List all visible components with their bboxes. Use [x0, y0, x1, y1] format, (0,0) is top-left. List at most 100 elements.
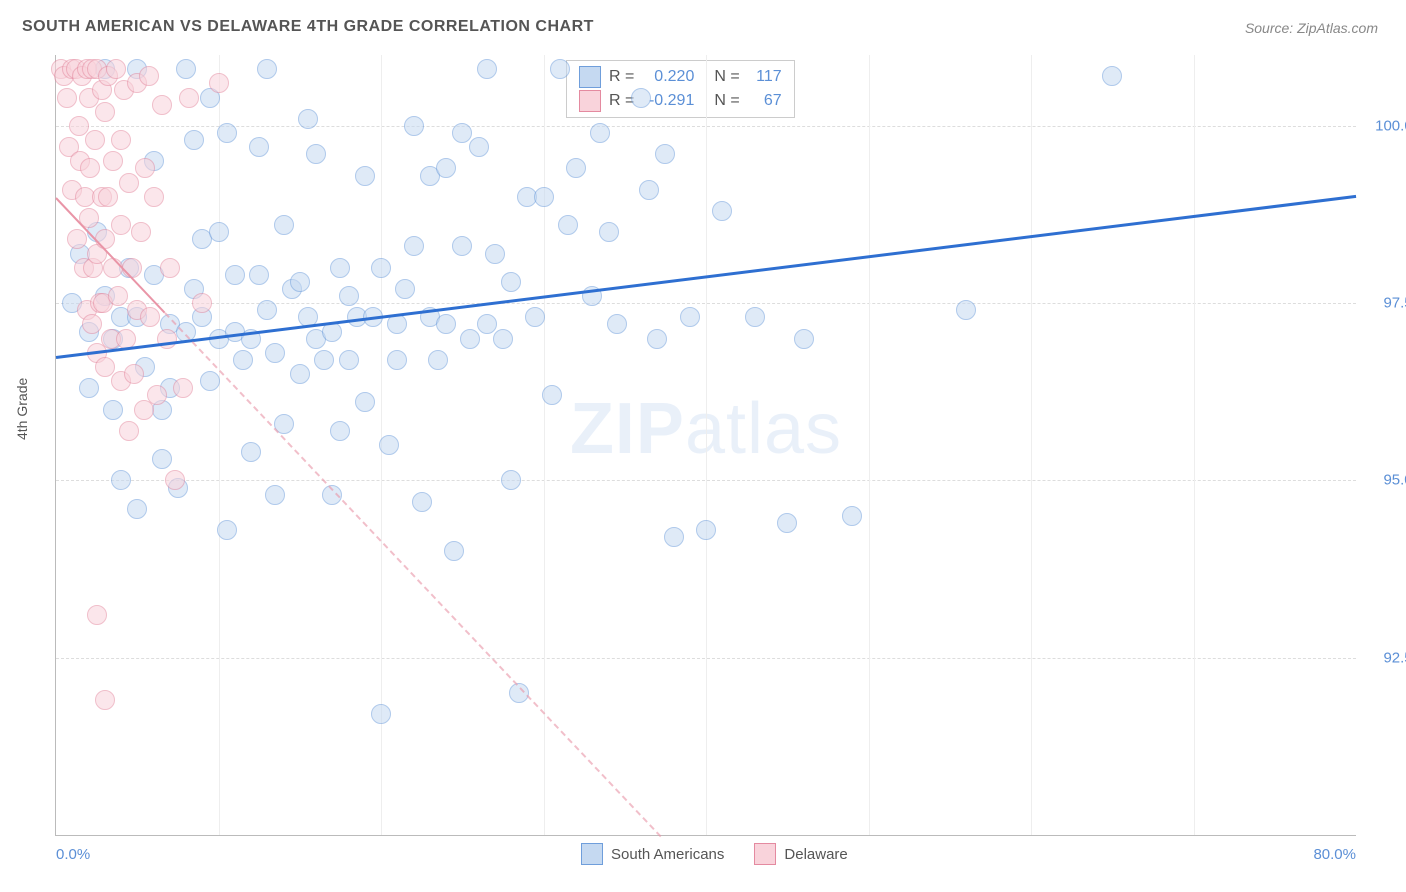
- gridline-vertical: [1194, 55, 1195, 835]
- y-tick-label: 97.5%: [1366, 295, 1406, 312]
- data-point: [95, 229, 115, 249]
- data-point: [79, 378, 99, 398]
- data-point: [436, 158, 456, 178]
- data-point: [542, 385, 562, 405]
- data-point: [525, 307, 545, 327]
- data-point: [200, 371, 220, 391]
- data-point: [477, 59, 497, 79]
- legend-item: Delaware: [754, 843, 847, 865]
- legend-swatch: [579, 90, 601, 112]
- data-point: [452, 123, 472, 143]
- data-point: [217, 520, 237, 540]
- data-point: [395, 279, 415, 299]
- data-point: [339, 286, 359, 306]
- data-point: [339, 350, 359, 370]
- data-point: [1102, 66, 1122, 86]
- data-point: [550, 59, 570, 79]
- data-point: [501, 272, 521, 292]
- data-point: [135, 158, 155, 178]
- legend-row: R =-0.291N =67: [579, 89, 782, 113]
- data-point: [165, 470, 185, 490]
- data-point: [631, 88, 651, 108]
- legend-label: South Americans: [611, 846, 724, 863]
- data-point: [111, 215, 131, 235]
- data-point: [404, 236, 424, 256]
- data-point: [67, 229, 87, 249]
- data-point: [249, 137, 269, 157]
- data-point: [257, 300, 277, 320]
- x-tick-label: 80.0%: [1313, 846, 1356, 863]
- data-point: [534, 187, 554, 207]
- legend-item: South Americans: [581, 843, 724, 865]
- data-point: [140, 307, 160, 327]
- data-point: [184, 130, 204, 150]
- data-point: [69, 116, 89, 136]
- source-attribution: Source: ZipAtlas.com: [1245, 20, 1378, 36]
- series-legend: South Americans Delaware: [581, 843, 848, 865]
- legend-swatch: [579, 66, 601, 88]
- data-point: [139, 66, 159, 86]
- scatter-plot-area: ZIPatlas R =0.220N =117R =-0.291N =67 So…: [55, 55, 1356, 836]
- data-point: [379, 435, 399, 455]
- data-point: [124, 364, 144, 384]
- data-point: [192, 293, 212, 313]
- data-point: [241, 442, 261, 462]
- data-point: [80, 158, 100, 178]
- data-point: [119, 173, 139, 193]
- data-point: [265, 343, 285, 363]
- data-point: [558, 215, 578, 235]
- data-point: [103, 400, 123, 420]
- data-point: [444, 541, 464, 561]
- data-point: [842, 506, 862, 526]
- data-point: [87, 605, 107, 625]
- watermark-bold: ZIP: [570, 389, 685, 469]
- data-point: [655, 144, 675, 164]
- watermark-light: atlas: [685, 389, 842, 469]
- data-point: [147, 385, 167, 405]
- data-point: [176, 59, 196, 79]
- legend-label: Delaware: [784, 846, 847, 863]
- data-point: [956, 300, 976, 320]
- data-point: [371, 258, 391, 278]
- data-point: [696, 520, 716, 540]
- y-tick-label: 95.0%: [1366, 472, 1406, 489]
- data-point: [209, 222, 229, 242]
- data-point: [485, 244, 505, 264]
- data-point: [209, 73, 229, 93]
- data-point: [225, 265, 245, 285]
- data-point: [387, 350, 407, 370]
- data-point: [330, 258, 350, 278]
- data-point: [477, 314, 497, 334]
- legend-r-label: R =: [609, 68, 634, 86]
- data-point: [111, 470, 131, 490]
- data-point: [152, 449, 172, 469]
- data-point: [306, 144, 326, 164]
- data-point: [106, 59, 126, 79]
- x-tick-label: 0.0%: [56, 846, 90, 863]
- data-point: [127, 499, 147, 519]
- correlation-legend: R =0.220N =117R =-0.291N =67: [566, 60, 795, 118]
- data-point: [122, 258, 142, 278]
- trend-line: [164, 312, 661, 837]
- data-point: [428, 350, 448, 370]
- data-point: [452, 236, 472, 256]
- data-point: [404, 116, 424, 136]
- data-point: [436, 314, 456, 334]
- data-point: [131, 222, 151, 242]
- data-point: [95, 357, 115, 377]
- data-point: [590, 123, 610, 143]
- legend-row: R =0.220N =117: [579, 65, 782, 89]
- data-point: [680, 307, 700, 327]
- data-point: [108, 286, 128, 306]
- data-point: [712, 201, 732, 221]
- data-point: [160, 258, 180, 278]
- data-point: [144, 187, 164, 207]
- data-point: [599, 222, 619, 242]
- data-point: [290, 364, 310, 384]
- chart-title: SOUTH AMERICAN VS DELAWARE 4TH GRADE COR…: [22, 18, 594, 36]
- data-point: [745, 307, 765, 327]
- data-point: [607, 314, 627, 334]
- y-tick-label: 92.5%: [1366, 649, 1406, 666]
- y-tick-label: 100.0%: [1366, 117, 1406, 134]
- legend-n-label: N =: [714, 68, 739, 86]
